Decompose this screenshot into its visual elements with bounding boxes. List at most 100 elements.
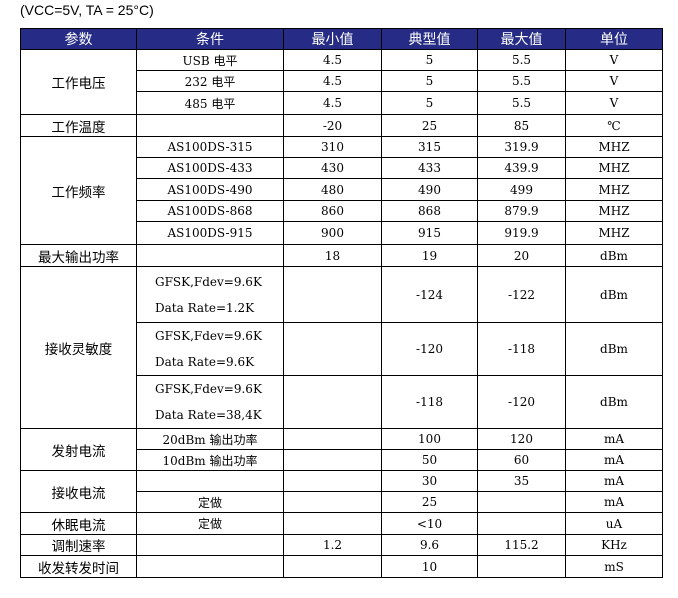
value-cell: MHZ [565, 136, 663, 158]
value-cell: -20 [283, 114, 382, 137]
value-cell: 35 [477, 470, 566, 492]
empty-cell [283, 266, 382, 323]
condition-cell: AS100DS-315 [136, 136, 284, 158]
table-row: 接收灵敏度 GFSK,Fdev=9.6K Data Rate=1.2K -124 -12… [20, 266, 663, 429]
empty-cell [477, 555, 566, 578]
header-row: 参数 条件 最小值 典型值 最大值 单位 [20, 28, 663, 50]
value-cell: MHZ [565, 221, 663, 245]
condition-line: Data Rate=9.6K [155, 355, 255, 369]
column-header: 单位 [565, 28, 663, 50]
value-cell: 439.9 [477, 157, 566, 179]
empty-cell [136, 244, 284, 267]
column-header: 典型值 [381, 28, 478, 50]
value-cell: 50 [381, 449, 478, 471]
condition-cell: 10dBm 输出功率 [136, 449, 284, 471]
value-cell: 4.5 [283, 91, 382, 115]
value-cell: dBm [565, 244, 663, 267]
value-cell: 5.5 [477, 49, 566, 71]
table-row: GFSK,Fdev=9.6K Data Rate=38,4K -118 -120 dBm [21, 375, 663, 429]
value-cell: mA [565, 449, 663, 471]
value-cell: 25 [381, 491, 478, 513]
condition-cell: AS100DS-433 [136, 157, 284, 179]
value-cell: 433 [381, 157, 478, 179]
table-row: GFSK,Fdev=9.6K Data Rate=9.6K -120 -118 dBm [21, 322, 663, 376]
parameter-cell: 发射电流 [20, 428, 137, 471]
empty-cell [283, 555, 382, 578]
value-cell: uA [565, 512, 663, 535]
condition-cell: GFSK,Fdev=9.6K Data Rate=9.6K [136, 322, 284, 376]
value-cell: 18 [283, 244, 382, 267]
empty-cell [136, 114, 284, 137]
condition-cell: 定做 [136, 512, 284, 535]
value-cell: 100 [381, 428, 478, 450]
table-row: 485 电平 4.5 5 5.5 V [21, 91, 663, 115]
value-cell: 879.9 [477, 200, 566, 222]
value-cell: -120 [477, 375, 566, 429]
value-cell: 319.9 [477, 136, 566, 158]
caption: (VCC=5V, TA = 25°C) [20, 2, 154, 18]
value-cell: 480 [283, 178, 382, 201]
value-cell: 5 [381, 70, 478, 92]
value-cell: 5 [381, 49, 478, 71]
table-row: 工作电压 USB 电平 4.5 5 5.5 V [20, 49, 663, 115]
value-cell: -118 [477, 322, 566, 376]
condition-cell: GFSK,Fdev=9.6K Data Rate=38,4K [136, 375, 284, 429]
value-cell: -120 [381, 322, 478, 376]
value-cell: 490 [381, 178, 478, 201]
value-cell: 19 [381, 244, 478, 267]
table-row: AS100DS-915 900 915 919.9 MHZ [21, 221, 663, 245]
condition-cell: AS100DS-868 [136, 200, 284, 222]
value-cell: 4.5 [283, 49, 382, 71]
value-cell: 25 [381, 114, 478, 137]
table-row: 发射电流 20dBm 输出功率 100 120 mA [20, 428, 663, 471]
value-cell: mA [565, 491, 663, 513]
column-header: 条件 [136, 28, 284, 50]
column-header: 最小值 [283, 28, 382, 50]
value-cell: 430 [283, 157, 382, 179]
parameter-cell: 调制速率 [20, 534, 137, 556]
value-cell: mA [565, 470, 663, 492]
value-cell: 868 [381, 200, 478, 222]
table-row: 工作频率 AS100DS-315 310 315 319.9 MHZ [20, 136, 663, 245]
value-cell: -122 [477, 266, 566, 323]
empty-cell [136, 534, 284, 556]
empty-cell [477, 512, 566, 535]
value-cell: V [565, 49, 663, 71]
value-cell: mA [565, 428, 663, 450]
value-cell: 10 [381, 555, 478, 578]
parameter-cell: 接收电流 [20, 470, 137, 513]
condition-line: Data Rate=38,4K [155, 408, 262, 422]
empty-cell [283, 491, 382, 513]
value-cell: -118 [381, 375, 478, 429]
value-cell: 919.9 [477, 221, 566, 245]
condition-line: Data Rate=1.2K [155, 300, 255, 315]
condition-cell: 232 电平 [136, 70, 284, 92]
empty-cell [283, 375, 382, 429]
value-cell: 860 [283, 200, 382, 222]
empty-cell [283, 512, 382, 535]
table-row: AS100DS-868 860 868 879.9 MHZ [21, 200, 663, 222]
column-header: 最大值 [477, 28, 566, 50]
value-cell: 915 [381, 221, 478, 245]
value-cell: 120 [477, 428, 566, 450]
value-cell: 85 [477, 114, 566, 137]
empty-cell [283, 449, 382, 471]
value-cell: 4.5 [283, 70, 382, 92]
value-cell: mS [565, 555, 663, 578]
value-cell: V [565, 91, 663, 115]
value-cell: MHZ [565, 200, 663, 222]
value-cell: dBm [565, 266, 663, 323]
parameter-cell: 最大输出功率 [20, 244, 137, 267]
condition-cell: USB 电平 [136, 49, 284, 71]
value-cell: 5.5 [477, 70, 566, 92]
value-cell: dBm [565, 375, 663, 429]
empty-cell [283, 322, 382, 376]
parameter-cell: 接收灵敏度 [20, 266, 137, 429]
condition-line: GFSK,Fdev=9.6K [155, 382, 262, 396]
value-cell: <10 [381, 512, 478, 535]
parameter-cell: 收发转发时间 [20, 555, 137, 578]
condition-line: GFSK,Fdev=9.6K [155, 329, 262, 343]
value-cell: KHz [565, 534, 663, 556]
value-cell: dBm [565, 322, 663, 376]
